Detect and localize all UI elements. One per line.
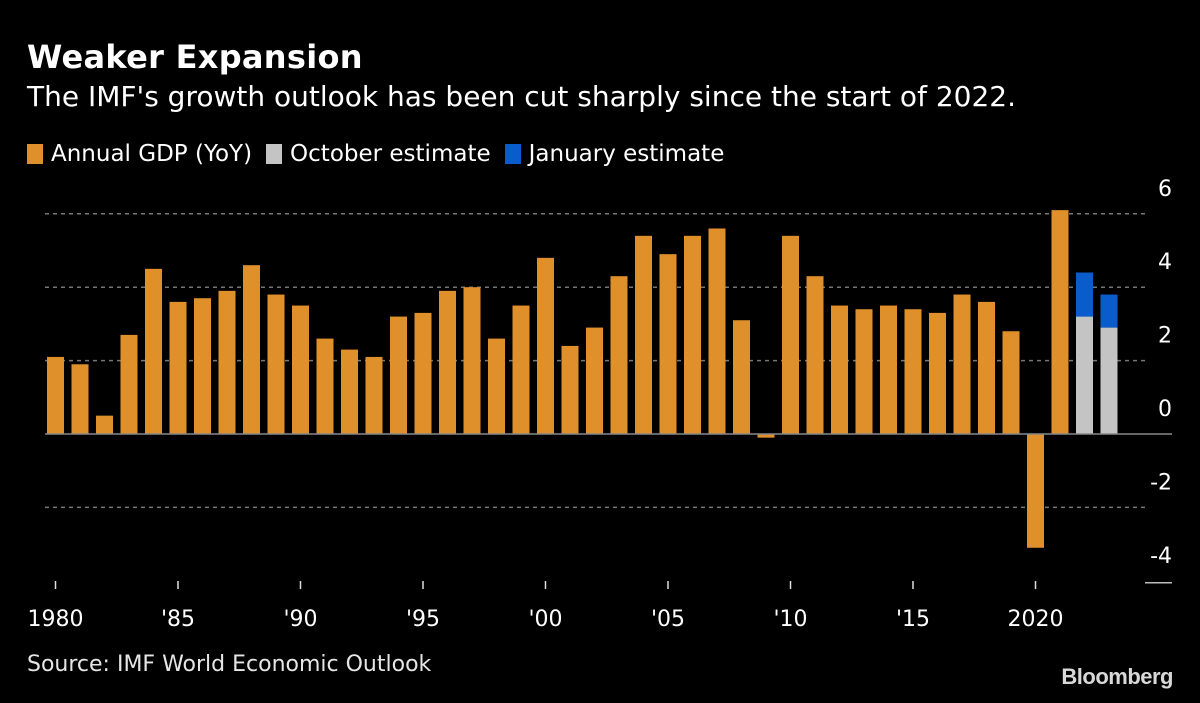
x-tick-label: '05 — [651, 607, 685, 632]
bar-annual-gdp-1993 — [365, 356, 383, 434]
legend-label-october: October estimate — [290, 141, 491, 167]
legend-swatch-annual — [27, 144, 43, 164]
bar-annual-gdp-2007 — [708, 228, 726, 434]
bar-annual-gdp-1999 — [512, 305, 530, 434]
bar-annual-gdp-2001 — [561, 345, 579, 434]
bar-annual-gdp-1997 — [463, 287, 481, 434]
y-tick-label: -2 — [1150, 470, 1172, 495]
bar-annual-gdp-2014 — [880, 305, 897, 434]
bar-annual-gdp-2003 — [610, 276, 628, 434]
bar-annual-gdp-2012 — [831, 305, 848, 434]
bar-annual-gdp-2006 — [684, 235, 701, 434]
chart-title: Weaker Expansion — [27, 38, 363, 76]
legend-item-annual: Annual GDP (YoY) — [27, 141, 252, 167]
x-tick-label: 2020 — [1008, 607, 1064, 632]
y-tick-label: 2 — [1158, 324, 1172, 349]
bar-january-estimate-2023 — [1100, 294, 1118, 328]
bar-annual-gdp-2017 — [953, 294, 971, 434]
bar-january-estimate-2022 — [1076, 272, 1093, 317]
legend-item-january: January estimate — [504, 141, 725, 167]
bar-annual-gdp-2020 — [1027, 434, 1044, 548]
bar-annual-gdp-2011 — [806, 276, 824, 434]
bar-annual-gdp-2000 — [537, 257, 554, 434]
bar-annual-gdp-1998 — [488, 338, 505, 434]
bar-annual-gdp-2013 — [855, 309, 873, 434]
legend-swatch-october — [266, 144, 283, 164]
bar-annual-gdp-1991 — [316, 338, 334, 434]
x-tick-label: 1980 — [28, 607, 84, 632]
bar-annual-gdp-1987 — [218, 290, 236, 434]
bar-annual-gdp-1988 — [243, 265, 260, 434]
bar-annual-gdp-2005 — [659, 254, 677, 434]
legend-swatch-january — [504, 144, 521, 164]
bar-annual-gdp-1984 — [145, 268, 162, 434]
x-tick-label: '15 — [896, 607, 930, 632]
source-note: Source: IMF World Economic Outlook — [27, 652, 432, 677]
bar-annual-gdp-2016 — [929, 312, 946, 434]
y-tick-label: -4 — [1150, 544, 1172, 569]
x-tick-label: '90 — [283, 607, 317, 632]
y-tick-label: 6 — [1158, 177, 1172, 202]
bar-annual-gdp-1992 — [341, 349, 358, 434]
bar-annual-gdp-1983 — [120, 334, 138, 434]
bar-annual-gdp-2010 — [782, 235, 799, 434]
bar-annual-gdp-1989 — [267, 294, 285, 434]
bar-annual-gdp-1990 — [292, 305, 309, 434]
bar-annual-gdp-1980 — [47, 356, 64, 434]
bar-annual-gdp-2004 — [635, 235, 652, 434]
legend: Annual GDP (YoY) October estimate Januar… — [27, 141, 724, 167]
bar-annual-gdp-2018 — [978, 301, 995, 434]
bar-annual-gdp-2021 — [1051, 210, 1069, 434]
bar-annual-gdp-1986 — [194, 298, 211, 434]
bar-annual-gdp-2015 — [904, 309, 922, 434]
legend-label-annual: Annual GDP (YoY) — [51, 141, 253, 167]
bar-october-estimate-2023 — [1100, 327, 1118, 434]
x-tick-label: '95 — [406, 607, 440, 632]
y-tick-label: 4 — [1158, 250, 1172, 275]
bar-annual-gdp-2008 — [733, 320, 750, 434]
legend-item-october: October estimate — [266, 141, 491, 167]
x-tick-label: '85 — [161, 607, 195, 632]
y-tick-label: 0 — [1158, 397, 1172, 422]
bar-annual-gdp-1994 — [390, 316, 407, 434]
x-tick-label: '10 — [773, 607, 807, 632]
bloomberg-logo: Bloomberg — [1061, 664, 1173, 689]
bar-annual-gdp-1982 — [96, 415, 113, 434]
chart-subtitle: The IMF's growth outlook has been cut sh… — [27, 80, 1016, 113]
bar-annual-gdp-2019 — [1002, 331, 1020, 434]
bar-annual-gdp-1985 — [169, 301, 187, 434]
bar-october-estimate-2022 — [1076, 316, 1093, 434]
bar-annual-gdp-2002 — [586, 327, 603, 434]
legend-label-january: January estimate — [528, 141, 725, 167]
bar-annual-gdp-1996 — [439, 290, 456, 434]
bar-annual-gdp-1995 — [414, 312, 432, 434]
bar-annual-gdp-2009 — [757, 434, 775, 438]
x-tick-label: '00 — [528, 607, 562, 632]
bar-annual-gdp-1981 — [71, 364, 89, 434]
